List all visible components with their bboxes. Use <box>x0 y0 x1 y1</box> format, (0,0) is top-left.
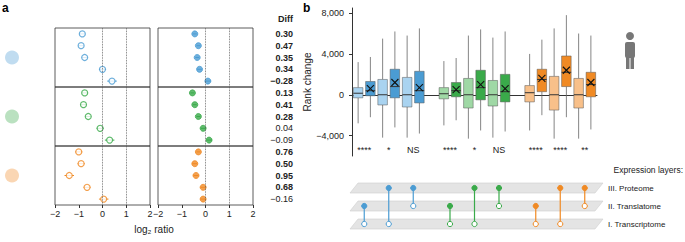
svg-text:1: 1 <box>124 209 129 219</box>
svg-text:4,000: 4,000 <box>321 49 344 59</box>
svg-text:−1: −1 <box>177 209 187 219</box>
svg-text:**: ** <box>581 145 589 155</box>
svg-text:****: **** <box>553 145 568 155</box>
svg-text:log₂ ratio: log₂ ratio <box>134 224 174 235</box>
svg-text:2: 2 <box>147 209 152 219</box>
svg-text:8,000: 8,000 <box>321 8 344 18</box>
svg-text:2: 2 <box>250 209 255 219</box>
svg-text:*: * <box>387 145 391 155</box>
svg-text:1: 1 <box>227 209 232 219</box>
svg-text:a: a <box>2 1 9 15</box>
svg-text:−2: −2 <box>153 209 163 219</box>
svg-text:0.95: 0.95 <box>275 171 293 181</box>
svg-text:III. Proteome: III. Proteome <box>608 184 654 193</box>
svg-text:Expression layers:: Expression layers: <box>614 165 683 175</box>
svg-text:0.04: 0.04 <box>275 123 293 133</box>
svg-text:0.47: 0.47 <box>275 41 293 51</box>
svg-text:NS: NS <box>407 145 420 155</box>
svg-text:0.76: 0.76 <box>275 147 293 157</box>
svg-text:0.41: 0.41 <box>275 100 293 110</box>
svg-text:−0.16: −0.16 <box>270 194 293 204</box>
svg-text:−2: −2 <box>50 209 60 219</box>
svg-text:0.13: 0.13 <box>275 88 293 98</box>
svg-text:0: 0 <box>339 90 344 100</box>
svg-text:0.30: 0.30 <box>275 29 293 39</box>
svg-text:−4,000: −4,000 <box>316 131 344 141</box>
svg-text:0.68: 0.68 <box>275 182 293 192</box>
svg-text:0.35: 0.35 <box>275 53 293 63</box>
svg-text:****: **** <box>529 145 544 155</box>
svg-text:II. Translatome: II. Translatome <box>608 202 661 211</box>
svg-text:****: **** <box>443 145 458 155</box>
svg-text:****: **** <box>357 145 372 155</box>
svg-text:0.34: 0.34 <box>275 64 293 74</box>
svg-text:−1: −1 <box>74 209 84 219</box>
svg-text:Rank change: Rank change <box>302 52 313 111</box>
svg-text:0: 0 <box>100 209 105 219</box>
svg-text:b: b <box>303 1 310 15</box>
svg-text:NS: NS <box>493 145 506 155</box>
svg-text:−0.28: −0.28 <box>270 76 293 86</box>
svg-text:0: 0 <box>203 209 208 219</box>
svg-text:0.28: 0.28 <box>275 112 293 122</box>
svg-text:−0.09: −0.09 <box>270 135 293 145</box>
svg-text:*: * <box>473 145 477 155</box>
svg-text:I. Transcriptome: I. Transcriptome <box>608 220 666 229</box>
svg-text:Diff: Diff <box>278 14 294 24</box>
svg-text:0.50: 0.50 <box>275 159 293 169</box>
